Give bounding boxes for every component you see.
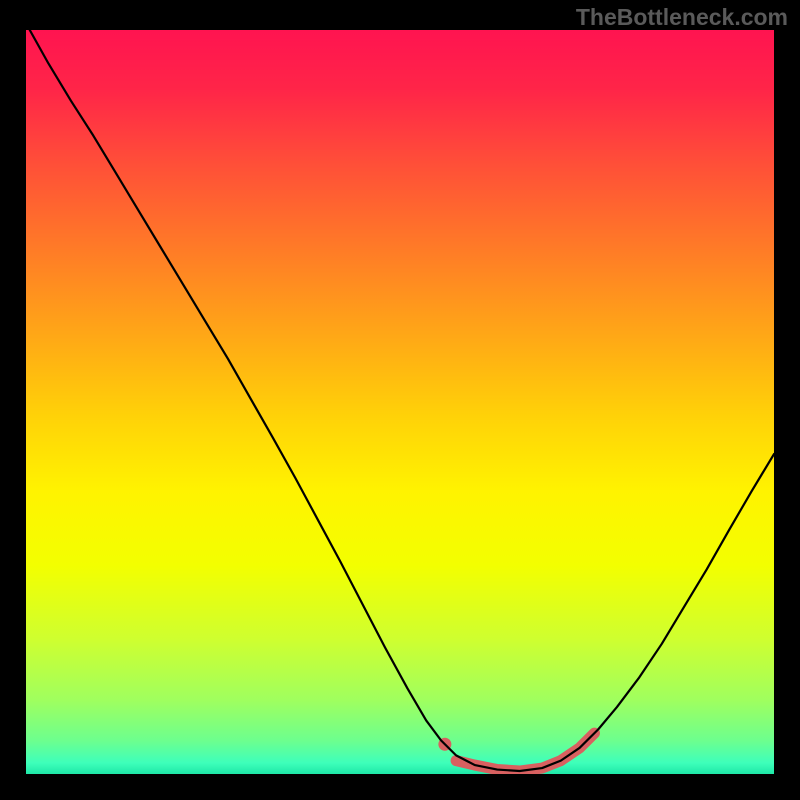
bottleneck-chart xyxy=(26,30,774,774)
attribution-text: TheBottleneck.com xyxy=(576,4,788,31)
chart-svg xyxy=(26,30,774,774)
chart-background xyxy=(26,30,774,774)
